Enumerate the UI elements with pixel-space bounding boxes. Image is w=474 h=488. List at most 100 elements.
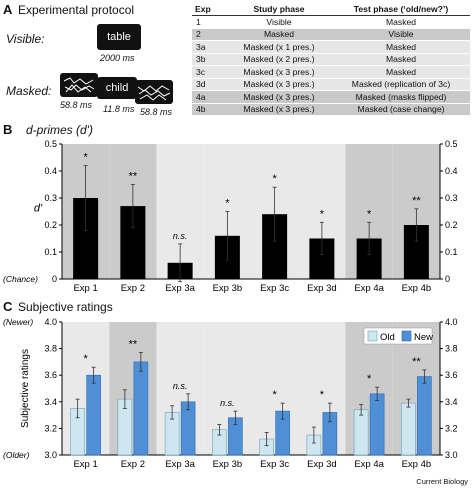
ratings-ytick-label-right: 3.8 xyxy=(445,344,458,354)
ratings-y-top-annotation: (Newer) xyxy=(3,317,33,327)
dprime-ytick-label-left: 0.2 xyxy=(44,220,57,230)
ratings-ytick-label-right: 3.4 xyxy=(445,397,458,407)
dprime-ytick-label-left: 0.5 xyxy=(44,139,57,149)
ratings-ytick-label-right: 3.6 xyxy=(445,370,458,380)
backward-mask xyxy=(135,80,173,104)
ratings-category-label: Exp 3d xyxy=(307,459,337,470)
ratings-significance-mark: * xyxy=(367,373,372,385)
protocol-cell-study: Masked (x 2 pres.) xyxy=(226,53,332,66)
ratings-bg-band xyxy=(203,322,251,455)
protocol-cell-test: Masked (case change) xyxy=(332,103,470,116)
panel-c-letter: C xyxy=(3,299,13,314)
ratings-legend-label-old: Old xyxy=(380,332,395,343)
protocol-cell-test: Masked xyxy=(332,65,470,79)
ratings-ytick-label-right: 4.0 xyxy=(445,317,458,327)
dprime-ytick-label-right: 0.2 xyxy=(445,220,458,230)
dprime-significance-mark: * xyxy=(272,173,277,185)
dprime-y-bottom-annotation: (Chance) xyxy=(3,274,38,284)
mask-duration-1: 58.8 ms xyxy=(60,100,93,110)
masked-word-duration: 11.8 ms xyxy=(103,104,135,114)
visible-label: Visible: xyxy=(6,32,45,46)
ratings-category-label: Exp 3c xyxy=(260,459,289,470)
protocol-cell-study: Masked (x 3 pres.) xyxy=(226,65,332,79)
ratings-bar-new xyxy=(86,374,101,456)
protocol-cell-exp: 4b xyxy=(192,103,226,116)
protocol-cell-exp: 3d xyxy=(192,78,226,91)
ratings-bg-band xyxy=(62,322,110,455)
forward-mask xyxy=(60,73,98,97)
protocol-cell-exp: 3a xyxy=(192,40,226,54)
dprime-ytick-label-right: 0.4 xyxy=(445,166,458,176)
dprime-category-label: Exp 4a xyxy=(354,283,384,294)
ratings-bar-new xyxy=(369,393,385,456)
header-exp: Exp xyxy=(192,3,226,16)
ratings-bar-old xyxy=(353,409,369,456)
protocol-cell-exp: 2 xyxy=(192,28,226,41)
header-test-phase: Test phase (‘old/new?’) xyxy=(332,3,470,16)
dprime-category-label: Exp 3b xyxy=(213,283,243,294)
dprime-category-label: Exp 3d xyxy=(307,283,337,294)
dprime-significance-mark: n.s. xyxy=(173,231,188,241)
ratings-bar-new xyxy=(417,376,432,456)
dprime-ytick-label-right: 0.5 xyxy=(445,139,458,149)
protocol-row: 2 Masked Visible xyxy=(192,28,470,41)
dprime-y-axis-title: d' xyxy=(34,203,43,215)
protocol-row: 4a Masked (x 3 pres.) Masked (masks flippe… xyxy=(192,90,470,104)
ratings-bg-band xyxy=(109,322,157,455)
ratings-category-label: Exp 2 xyxy=(121,459,145,470)
backward-mask-pattern xyxy=(137,85,171,101)
dprime-ytick-label-right: 0.1 xyxy=(445,247,458,257)
ratings-significance-mark: * xyxy=(83,353,88,365)
protocol-cell-study: Masked xyxy=(226,28,332,41)
header-study-phase: Study phase xyxy=(226,3,332,16)
ratings-bar-old xyxy=(401,402,416,456)
masked-stimulus: child xyxy=(97,77,137,99)
ratings-category-label: Exp 4b xyxy=(402,459,432,470)
dprime-category-label: Exp 4b xyxy=(402,283,432,294)
protocol-cell-study: Visible xyxy=(226,15,332,29)
masked-label: Masked: xyxy=(6,84,52,98)
ratings-y-axis-title: Subjective ratings xyxy=(20,349,31,428)
ratings-significance-mark: * xyxy=(272,389,277,401)
dprime-ytick-label-left: 0 xyxy=(52,274,57,284)
ratings-ytick-label-right: 3.2 xyxy=(445,423,458,433)
visible-duration: 2000 ms xyxy=(100,53,135,63)
panel-c-title: Subjective ratings xyxy=(18,300,113,314)
ratings-category-label: Exp 4a xyxy=(354,459,384,470)
ratings-significance-mark: ** xyxy=(412,356,421,368)
ratings-ytick-label-left: 4.0 xyxy=(44,317,57,327)
ratings-significance-mark: ** xyxy=(129,339,138,351)
protocol-table-header: Exp Study phase Test phase (‘old/new?’) xyxy=(192,3,470,16)
ratings-ytick-label-left: 3.2 xyxy=(44,423,57,433)
ratings-ytick-label-right: 3.0 xyxy=(445,450,458,460)
panel-a-title: Experimental protocol xyxy=(18,3,135,17)
forward-mask-pattern xyxy=(63,77,95,93)
ratings-significance-mark: n.s. xyxy=(173,381,188,391)
footer-credit: Current Biology xyxy=(416,477,468,486)
protocol-row: 4b Masked (x 3 pres.) Masked (case change) xyxy=(192,103,470,116)
ratings-ytick-label-left: 3.8 xyxy=(44,344,57,354)
dprime-significance-mark: ** xyxy=(412,195,421,207)
ratings-legend-swatch-old xyxy=(367,330,378,342)
protocol-table: Exp Study phase Test phase (‘old/new?’) … xyxy=(192,3,470,116)
protocol-cell-test: Masked (replication of 3c) xyxy=(332,78,470,91)
ratings-category-label: Exp 3b xyxy=(213,459,243,470)
ratings-ytick-label-left: 3.6 xyxy=(44,370,57,380)
protocol-row: 3c Masked (x 3 pres.) Masked xyxy=(192,65,470,79)
ratings-bar-new xyxy=(133,361,149,456)
ratings-category-label: Exp 1 xyxy=(73,459,97,470)
dprime-significance-mark: * xyxy=(320,208,325,220)
protocol-cell-test: Masked xyxy=(332,40,470,54)
dprime-category-label: Exp 3a xyxy=(165,283,195,294)
dprime-significance-mark: * xyxy=(367,208,372,220)
ratings-category-label: Exp 3a xyxy=(165,459,195,470)
dprime-category-label: Exp 2 xyxy=(121,283,145,294)
protocol-cell-test: Masked xyxy=(332,53,470,66)
protocol-cell-study: Masked (x 3 pres.) xyxy=(226,103,332,116)
dprime-ytick-label-right: 0 xyxy=(445,274,450,284)
panel-b-title: d-primes (d') xyxy=(26,123,93,137)
protocol-row: 3b Masked (x 2 pres.) Masked xyxy=(192,53,470,66)
ratings-y-bottom-annotation: (Older) xyxy=(3,450,30,460)
protocol-cell-exp: 4a xyxy=(192,90,226,104)
dprime-ytick-label-right: 0.3 xyxy=(445,193,458,203)
